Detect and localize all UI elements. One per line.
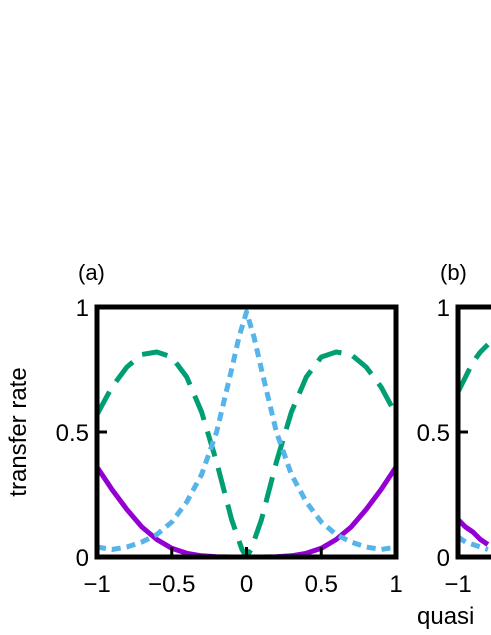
panel-a-ticks: −1 −0.5 0 0.5 1 0 0.5 1 bbox=[56, 295, 403, 598]
panel-a-series bbox=[97, 309, 396, 557]
panel-a-x-tick-label: 0.5 bbox=[305, 571, 338, 598]
panel-a-y-tick-label: 1 bbox=[76, 295, 89, 322]
panel-b-x-tick-label: −1 bbox=[444, 571, 471, 598]
panel-b: (b) −10 0.5 1 quasi bbox=[417, 260, 491, 630]
panel-a-x-tick-label: −1 bbox=[83, 571, 110, 598]
panel-a-series-dotted-line bbox=[97, 309, 396, 552]
panel-b-label: (b) bbox=[440, 260, 467, 285]
panel-a-y-tick-label: 0.5 bbox=[56, 420, 89, 447]
panel-a-series-solid-line bbox=[97, 465, 396, 557]
panel-a-label: (a) bbox=[78, 260, 105, 285]
panel-a-series-dashed-line bbox=[97, 349, 396, 557]
panel-a-x-tick-label: −0.5 bbox=[148, 571, 195, 598]
panel-b-series bbox=[458, 342, 490, 552]
panel-b-series-solid-line bbox=[458, 517, 490, 547]
panel-b-y-tick-label: 1 bbox=[437, 295, 450, 322]
panel-b-y-tick-label: 0 bbox=[437, 545, 450, 572]
y-axis-label: transfer rate bbox=[5, 367, 32, 496]
panel-a-y-tick-label: 0 bbox=[76, 545, 89, 572]
panel-a: (a) transfer rate −1 −0.5 0 0.5 1 0 0.5 1 bbox=[5, 260, 403, 598]
panel-a-x-tick-label: 1 bbox=[389, 571, 402, 598]
panel-b-series-dotted-line bbox=[458, 534, 489, 552]
panel-a-x-tick-label: 0 bbox=[240, 571, 253, 598]
panel-b-ticks: −10 0.5 1 bbox=[417, 295, 472, 598]
panel-b-y-tick-label: 0.5 bbox=[417, 420, 450, 447]
x-axis-label: quasi bbox=[417, 603, 474, 630]
panel-a-frame bbox=[94, 304, 399, 560]
panel-b-series-dashed-line bbox=[458, 342, 490, 394]
